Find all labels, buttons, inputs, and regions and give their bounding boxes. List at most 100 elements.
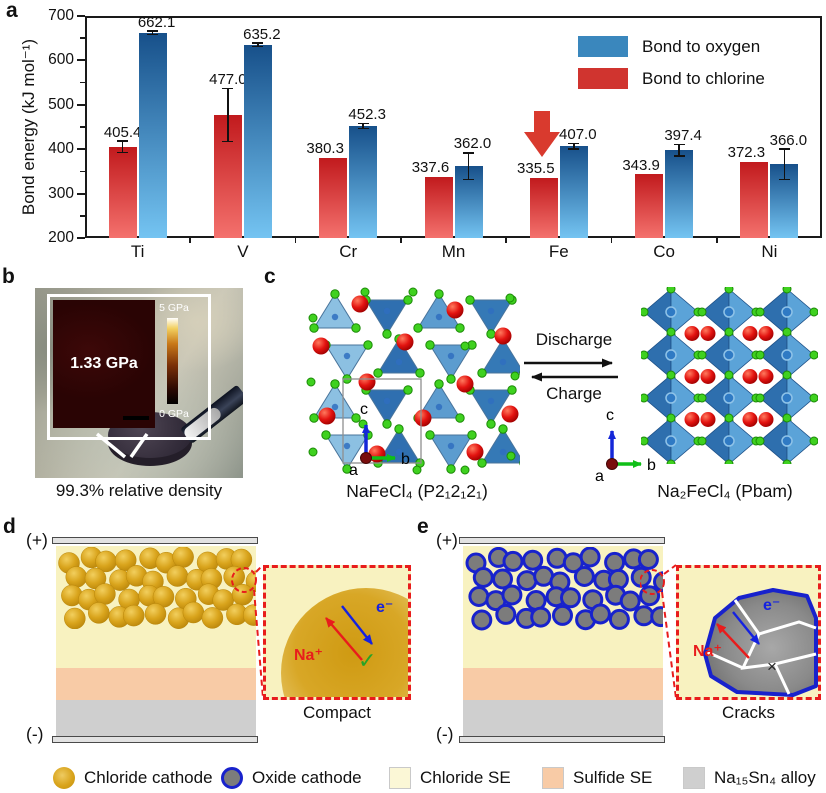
na15sn4-alloy-layer xyxy=(56,700,256,736)
y-tick xyxy=(77,15,85,17)
category-label: Mn xyxy=(441,242,466,261)
cross-mark: × xyxy=(767,657,777,676)
value-label: 397.4 xyxy=(664,127,702,145)
value-label: 405.4 xyxy=(103,123,142,141)
left-formula: NaFeCl₄ (P2₁2₁2₁) xyxy=(346,481,488,501)
value-label: 372.3 xyxy=(727,144,766,161)
cl-atom xyxy=(755,436,765,446)
legend-label: Chloride cathode xyxy=(84,768,213,787)
na-atom xyxy=(700,412,716,427)
fe-atom xyxy=(781,349,793,361)
cl-atom xyxy=(755,307,765,317)
cl-atom xyxy=(460,341,470,351)
na-atom xyxy=(684,412,700,427)
right-formula: Na₂FeCl₄ (Pbam) xyxy=(657,481,793,501)
y-tick-label: 400 xyxy=(48,140,74,158)
na-atom xyxy=(312,337,330,355)
legend-row-oxygen: Bond to oxygen xyxy=(578,36,765,57)
electron-arrow xyxy=(732,611,760,645)
oxide-cathode-particle xyxy=(589,603,611,625)
cl-atom xyxy=(467,430,477,440)
discharge-label: Discharge xyxy=(535,330,613,349)
cl-atom xyxy=(309,413,319,423)
fe-atom xyxy=(383,397,391,405)
fe-atom xyxy=(499,448,507,456)
fecl4-tetrahedron xyxy=(417,383,461,419)
bar-chart: 200 300 400 500 600 700 405.4 662.1 Ti 477.0 635.2… xyxy=(0,0,826,262)
category-label: Fe xyxy=(548,242,569,261)
y-tick-label: 700 xyxy=(48,7,74,24)
c-axis-label: c xyxy=(360,401,368,418)
na-atom xyxy=(446,301,464,319)
oxide-cathode-particle xyxy=(522,549,544,571)
cl-atom xyxy=(460,465,470,475)
na-atom xyxy=(700,326,716,341)
top-current-collector xyxy=(459,537,665,544)
legend-label: Bond to chlorine xyxy=(642,68,765,88)
fe-atom xyxy=(781,306,793,318)
oxide-cathode-particle xyxy=(530,606,552,628)
oxide-cathode-particle xyxy=(471,609,493,631)
cl-atom xyxy=(360,287,370,297)
error-cap xyxy=(463,178,474,181)
cl-atom xyxy=(309,323,319,333)
cl-atom xyxy=(477,368,487,378)
cl-atom xyxy=(363,340,373,350)
oxide-cathode-particle xyxy=(502,550,524,572)
error-cap xyxy=(673,143,685,146)
na15sn4-alloy-layer xyxy=(463,700,663,736)
na-atom xyxy=(466,443,484,461)
axis-triad-left: c b a xyxy=(349,401,410,478)
oxide-cathode-particle xyxy=(495,603,517,625)
oxide-cathode-particle xyxy=(579,547,601,568)
fecl4-tetrahedron xyxy=(469,389,513,425)
category-label: Ti xyxy=(130,242,145,261)
cl-atom xyxy=(446,464,456,474)
electron-label: e⁻ xyxy=(763,597,780,614)
error-cap xyxy=(357,127,369,130)
bottom-current-collector xyxy=(459,736,665,743)
x-tick xyxy=(400,238,402,243)
y-minor-tick xyxy=(80,37,85,39)
cl-atom xyxy=(455,323,465,333)
oxide-cathode-particle xyxy=(472,567,494,588)
oxide-cathode-particle xyxy=(560,587,581,609)
chloride-cathode-swatch xyxy=(53,767,75,789)
sulfide-se-layer xyxy=(463,668,663,700)
error-bar xyxy=(257,43,259,47)
bar xyxy=(559,146,588,238)
compact-caption: Compact xyxy=(302,703,372,722)
oxide-cathode-swatch xyxy=(221,767,243,789)
category-label: Cr xyxy=(339,242,358,261)
fe-atom xyxy=(781,392,793,404)
na-atom xyxy=(700,369,716,384)
na-ion-label: Na⁺ xyxy=(294,647,323,664)
y-tick xyxy=(77,148,85,151)
fe-atom xyxy=(723,349,735,361)
cl-atom xyxy=(455,413,465,423)
chlorine-swatch xyxy=(578,68,628,89)
oxide-cathode-particle xyxy=(492,568,513,590)
error-bar xyxy=(573,143,575,149)
cl-atom xyxy=(697,350,707,360)
y-minor-tick xyxy=(80,215,85,217)
error-bar xyxy=(678,144,680,157)
bar xyxy=(635,174,664,238)
bar xyxy=(319,157,348,238)
cl-atom xyxy=(782,287,792,294)
legend-label: Bond to oxygen xyxy=(642,36,761,56)
na-atom xyxy=(456,375,474,393)
oxygen-swatch xyxy=(578,36,628,57)
cl-atom xyxy=(342,464,352,474)
y-tick-label: 600 xyxy=(48,51,74,69)
bottom-current-collector xyxy=(52,736,258,743)
cl-atom xyxy=(666,459,676,464)
error-cap xyxy=(117,151,129,154)
cl-atom xyxy=(809,307,818,317)
oxide-cathode-particle xyxy=(637,549,659,570)
y-minor-tick xyxy=(80,81,85,84)
na-atom xyxy=(758,412,774,427)
electron-label: e⁻ xyxy=(376,599,393,616)
oxide-particle xyxy=(703,588,818,697)
